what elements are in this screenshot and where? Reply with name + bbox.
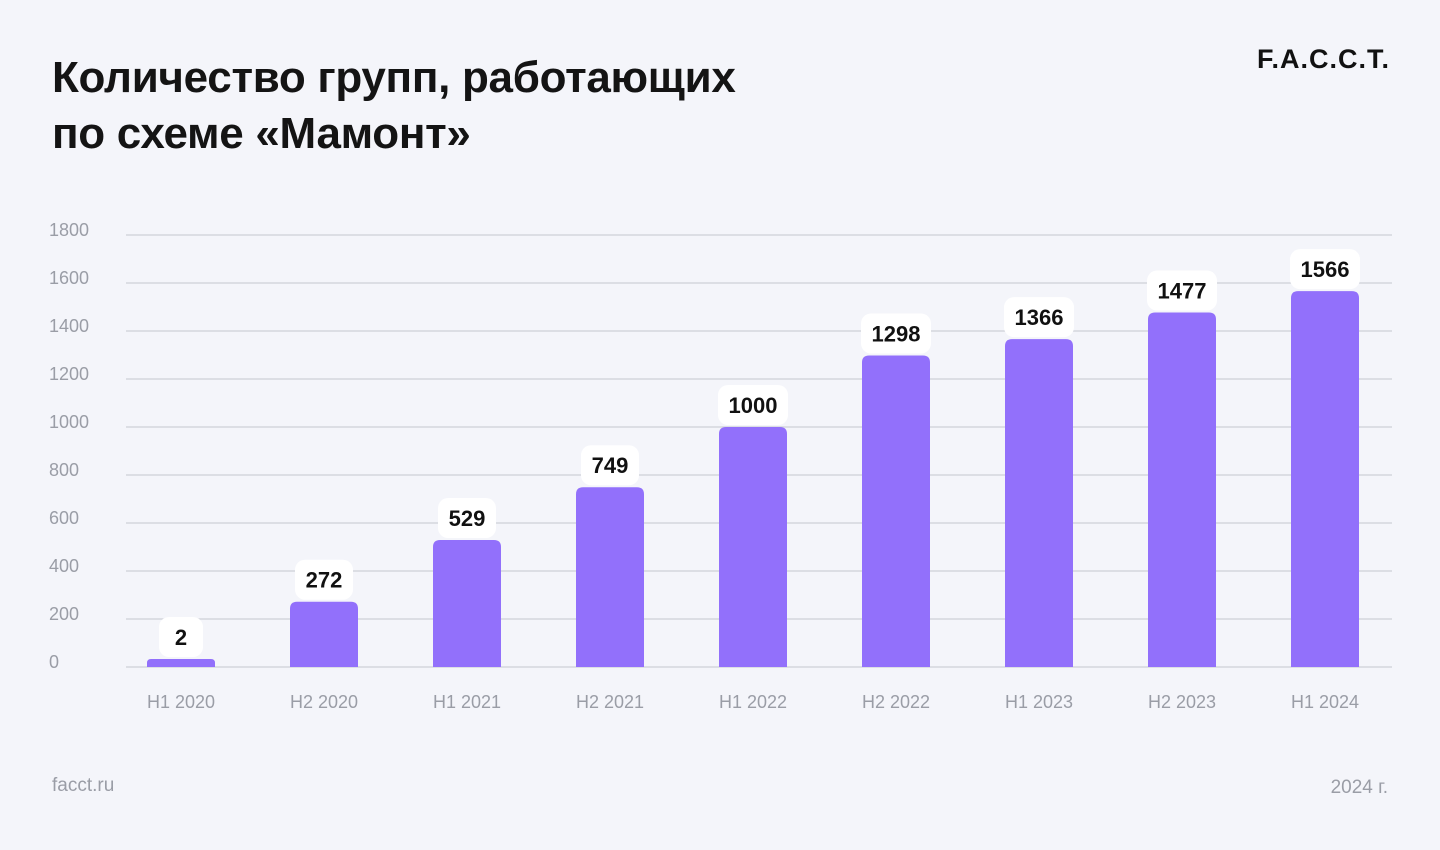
bar-h1-2021 [433,540,501,667]
data-label: 1477 [1158,279,1207,304]
y-tick-label: 600 [49,508,79,528]
bar-h2-2020 [290,601,358,667]
y-tick-label: 400 [49,556,79,576]
facct-logo: F.A.C.C.T. [1200,40,1400,85]
logo-wordmark: F.A.C.C.T. [1257,44,1390,74]
y-tick-label: 1000 [49,412,89,432]
data-label-box [1004,297,1074,338]
y-tick-label: 200 [49,604,79,624]
y-axis-ticks: 0 200 400 600 800 1000 1200 1400 1600 1800 [49,220,89,672]
title-line-2: по схеме «Мамонт» [52,109,471,158]
site-link[interactable]: facct.ru [52,775,115,796]
data-label-box [1290,249,1360,290]
x-tick-label: H1 2020 [147,692,215,712]
page-title: Количество групп, работающих по схеме «М… [52,50,736,162]
data-labels: 2 272 529 749 1000 1298 1366 1477 1566 [159,249,1360,657]
x-tick-label: H1 2024 [1291,692,1359,712]
data-label-box [861,313,931,354]
bar-h1-2022 [719,427,787,667]
y-tick-label: 1200 [49,364,89,384]
bar-h1-2024 [1291,291,1359,667]
data-label: 749 [592,453,629,478]
x-axis-ticks: H1 2020 H2 2020 H1 2021 H2 2021 H1 2022 H2 20… [147,692,1359,712]
x-tick-label: H2 2023 [1148,692,1216,712]
data-label-box [1147,270,1217,311]
x-tick-label: H2 2021 [576,692,644,712]
y-tick-label: 1800 [49,220,89,240]
x-tick-label: H1 2023 [1005,692,1073,712]
bar-h2-2021 [576,487,644,667]
data-label-box [159,617,203,657]
data-label: 1366 [1015,305,1064,330]
data-label: 1566 [1301,257,1350,282]
y-tick-label: 800 [49,460,79,480]
data-label-box [438,498,496,539]
data-label: 529 [449,506,486,531]
y-tick-label: 1600 [49,268,89,288]
year-note: 2024 г. [1330,777,1388,798]
bar-h1-2023 [1005,339,1073,667]
data-label: 272 [306,568,343,593]
bars [147,291,1359,667]
bar-h1-2020 [147,659,215,667]
bar-h2-2022 [862,355,930,667]
data-label: 1000 [729,393,778,418]
data-label-box [295,559,353,600]
x-tick-label: H1 2021 [433,692,501,712]
data-label-box [718,385,788,425]
bar-h2-2023 [1148,312,1216,667]
y-tick-label: 1400 [49,316,89,336]
x-tick-label: H1 2022 [719,692,787,712]
data-label: 1298 [872,321,921,346]
x-tick-label: H2 2020 [290,692,358,712]
data-label: 2 [175,625,187,650]
logo-text: F.A.C.C.T. [1257,44,1390,74]
title-line-1: Количество групп, работающих [52,53,736,102]
y-tick-label: 0 [49,652,59,672]
data-label-box [581,445,639,486]
x-tick-label: H2 2022 [862,692,930,712]
